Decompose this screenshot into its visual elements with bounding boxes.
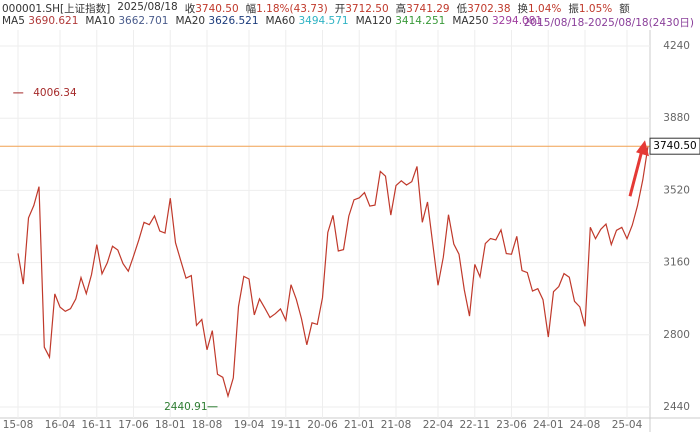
x-tick-label: 21-01 xyxy=(344,419,375,431)
quote-label: 高 xyxy=(395,3,407,15)
ma-value: 3294.081 xyxy=(491,15,543,27)
ma-item: MA10 3662.701 xyxy=(85,15,168,29)
y-tick-label: 3520 xyxy=(663,184,690,196)
ma-item: MA60 3494.571 xyxy=(266,15,349,29)
quote-item: 额 xyxy=(619,1,630,15)
x-tick-label: 18-01 xyxy=(155,419,186,431)
quote-value: 3740.50 xyxy=(195,3,239,15)
quote-label: 换 xyxy=(517,3,529,15)
x-tick-label: 20-06 xyxy=(307,419,338,431)
quote-label: 低 xyxy=(456,3,468,15)
annotation: 4006.34 xyxy=(33,87,77,99)
quote-value: 3741.29 xyxy=(406,3,450,15)
x-tick-label: 24-01 xyxy=(533,419,564,431)
date-range[interactable]: 2015/08/18-2025/08/18(2430日) xyxy=(523,17,694,29)
x-tick-label: 16-04 xyxy=(45,419,76,431)
y-tick-label: 2440 xyxy=(663,401,690,413)
symbol: 000001.SH[上证指数] xyxy=(2,3,111,15)
quote-item: 低3702.38 xyxy=(457,1,511,15)
x-tick-label: 17-06 xyxy=(118,419,149,431)
quote-item: 高3741.29 xyxy=(396,1,450,15)
x-tick-label: 23-06 xyxy=(496,419,527,431)
quote-label: 开 xyxy=(334,3,346,15)
x-tick-label: 22-11 xyxy=(459,419,490,431)
ma-value: 3690.621 xyxy=(28,15,79,27)
ma-value: 3626.521 xyxy=(208,15,259,27)
reference-label-box xyxy=(649,137,700,155)
highlight-arrow xyxy=(628,149,644,197)
x-tick-label: 19-11 xyxy=(270,419,301,431)
x-tick-label: 22-04 xyxy=(423,419,454,431)
quote-value: 1.18%(43.73) xyxy=(256,3,328,15)
quote-label: 额 xyxy=(619,3,630,15)
ma-name: MA20 xyxy=(175,15,206,27)
annotation: 2440.91 xyxy=(164,401,207,413)
date: 2025/08/18 xyxy=(117,1,178,13)
ma-value: 3662.701 xyxy=(118,15,169,27)
quote-item: 幅1.18%(43.73) xyxy=(246,1,328,15)
y-tick-label: 3880 xyxy=(663,112,690,124)
ma-item: MA120 3414.251 xyxy=(356,15,446,29)
highlight-arrowhead xyxy=(636,140,649,157)
reference-label: 3740.50 xyxy=(653,140,696,152)
quote-value: 1.05% xyxy=(578,3,613,15)
quote-value: 3712.50 xyxy=(345,3,389,15)
x-tick-label: 25-04 xyxy=(612,419,643,431)
quote-item: 开3712.50 xyxy=(335,1,389,15)
quote-item: 振1.05% xyxy=(568,1,612,15)
price-line xyxy=(17,146,649,399)
x-tick-label: 19-04 xyxy=(234,419,265,431)
x-tick-label: 24-08 xyxy=(570,419,601,431)
x-tick-label: 15-08 xyxy=(3,419,34,431)
ma-name: MA5 xyxy=(2,15,25,27)
y-tick-label: 2800 xyxy=(663,329,690,341)
ma-value: 3494.571 xyxy=(298,15,349,27)
ma-name: MA120 xyxy=(355,15,392,27)
ma-item: MA5 3690.621 xyxy=(2,15,78,29)
quote-item: 收3740.50 xyxy=(185,1,239,15)
quote-value: 1.04% xyxy=(528,3,562,15)
ma-header: MA5 3690.621 MA10 3662.701 MA20 3626.521 MA… xyxy=(2,15,698,29)
y-tick-label: 4240 xyxy=(663,40,690,52)
x-tick-label: 21-08 xyxy=(381,419,412,431)
quote-label: 收 xyxy=(184,3,196,15)
ma-name: MA10 xyxy=(85,15,115,27)
quote-item: 换1.04% xyxy=(518,1,562,15)
quote-value: 3702.38 xyxy=(467,3,511,15)
quote-label: 振 xyxy=(568,3,579,15)
ma-name: MA250 xyxy=(452,15,489,27)
quote-header: 000001.SH[上证指数] 2025/08/18 收3740.50 幅1.18… xyxy=(2,1,630,15)
ma-value: 3414.251 xyxy=(395,15,446,27)
y-tick-label: 3160 xyxy=(663,257,690,269)
ma-item: MA250 3294.081 xyxy=(452,15,542,29)
quote-label: 幅 xyxy=(245,3,257,15)
x-tick-label: 18-08 xyxy=(192,419,223,431)
x-tick-label: 16-11 xyxy=(81,419,112,431)
ma-item: MA20 3626.521 xyxy=(175,15,258,29)
ma-name: MA60 xyxy=(265,15,296,27)
